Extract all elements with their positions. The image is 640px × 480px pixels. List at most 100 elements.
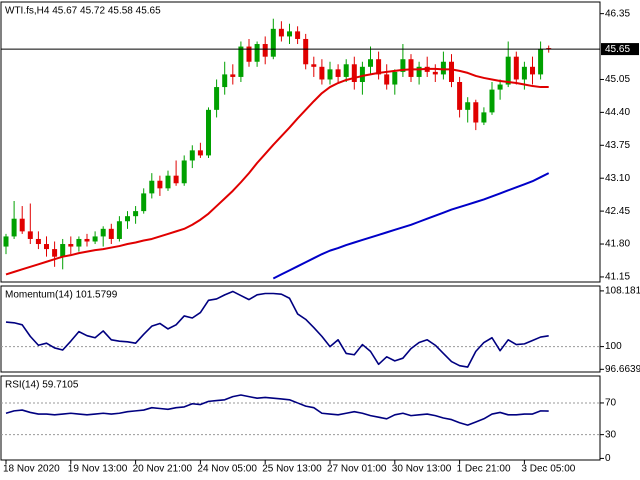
candle-body — [303, 38, 309, 65]
candle-body — [359, 66, 365, 82]
y-tick-label: 41.15 — [605, 272, 630, 283]
candle-body — [206, 109, 211, 156]
indicator-line — [5, 290, 549, 368]
x-tick-label: 1 Dec 21:00 — [457, 464, 511, 475]
panel-title: Momentum(14) 101.5799 — [5, 290, 118, 301]
candle-body — [449, 61, 454, 82]
indicator-line — [5, 67, 549, 276]
current-price-label: 45.65 — [605, 44, 630, 55]
candle-body — [246, 46, 252, 62]
candle-body — [473, 102, 479, 123]
candle-body — [44, 244, 49, 250]
candle-body — [319, 66, 325, 80]
candle-body — [173, 175, 179, 184]
candle-body — [68, 244, 74, 247]
panel-frame — [0, 1, 601, 283]
candle-body — [133, 211, 139, 217]
x-tick-label: 20 Nov 21:00 — [133, 464, 193, 475]
x-tick-label: 27 Nov 01:00 — [327, 464, 387, 475]
indicator-line — [5, 394, 549, 426]
candle-body — [27, 231, 33, 239]
candle-body — [254, 44, 260, 62]
y-tick-label: 96.6639 — [605, 364, 640, 375]
y-tick-label: 42.45 — [605, 206, 630, 217]
candle-body — [11, 218, 17, 237]
candle-body — [141, 193, 147, 212]
candle-body — [343, 64, 349, 77]
candle-body — [408, 59, 414, 77]
y-tick-label: 44.40 — [605, 107, 630, 118]
y-tick-label: 70 — [605, 398, 617, 409]
candle-body — [335, 69, 341, 77]
candle-body — [197, 150, 203, 156]
candle-body — [92, 236, 98, 242]
y-tick-label: 100 — [605, 341, 622, 352]
candle-body — [116, 221, 122, 239]
candle-body — [76, 238, 82, 247]
candle-body — [521, 66, 527, 80]
candle-body — [384, 74, 390, 85]
y-tick-label: 46.35 — [605, 8, 630, 19]
candle-body — [400, 59, 406, 72]
x-tick-label: 18 Nov 2020 — [3, 464, 60, 475]
candle-body — [270, 28, 276, 57]
candle-body — [108, 228, 114, 239]
candle-body — [3, 236, 9, 247]
y-tick-label: 43.10 — [605, 173, 630, 184]
candle-body — [351, 64, 357, 82]
candle-body — [238, 46, 244, 77]
candle-body — [481, 112, 487, 123]
candle-body — [489, 89, 495, 113]
candle-body — [157, 180, 163, 189]
candle-body — [262, 44, 268, 57]
candle-body — [432, 71, 438, 75]
candle-body — [530, 66, 535, 75]
candle-body — [497, 84, 503, 90]
candle-body — [538, 49, 544, 75]
candle-body — [505, 56, 511, 85]
candle-body — [125, 216, 130, 222]
candle-body — [295, 31, 301, 39]
y-tick-label: 45.05 — [605, 74, 630, 85]
candle-body — [100, 228, 106, 237]
y-tick-label: 41.80 — [605, 239, 630, 250]
candle-body — [60, 244, 66, 257]
candle-body — [287, 31, 292, 37]
candle-body — [368, 59, 373, 67]
candle-body — [513, 56, 519, 80]
candle-body — [35, 238, 41, 245]
candle-body — [416, 66, 422, 77]
candle-body — [327, 69, 333, 80]
candle-body — [149, 180, 155, 194]
panel-frame — [0, 285, 601, 373]
x-tick-label: 25 Nov 13:00 — [262, 464, 322, 475]
indicator-line — [272, 172, 550, 280]
y-tick-label: 43.75 — [605, 140, 630, 151]
current-price-box — [601, 43, 639, 56]
candle-body — [189, 150, 195, 161]
x-tick-label: 19 Nov 13:00 — [68, 464, 128, 475]
candle-body — [165, 175, 171, 189]
y-tick-label: 108.1813 — [605, 286, 640, 297]
panel-frame — [0, 375, 601, 461]
y-tick-label: 0 — [605, 453, 611, 464]
candle-body — [440, 61, 446, 75]
x-tick-label: 3 Dec 05:00 — [521, 464, 575, 475]
candle-body — [311, 64, 317, 67]
x-tick-label: 24 Nov 05:00 — [197, 464, 257, 475]
candle-body — [230, 74, 236, 77]
candle-body — [222, 74, 228, 88]
candle-body — [278, 28, 284, 37]
panel-title: RSI(14) 59.7105 — [5, 380, 79, 391]
candle-body — [19, 218, 25, 232]
candle-body — [214, 87, 220, 110]
candle-body — [181, 160, 187, 184]
candle-body — [457, 82, 463, 110]
candle-body — [392, 71, 398, 85]
candle-body — [465, 102, 471, 110]
candle-body — [376, 59, 382, 75]
candle-body — [546, 48, 552, 50]
